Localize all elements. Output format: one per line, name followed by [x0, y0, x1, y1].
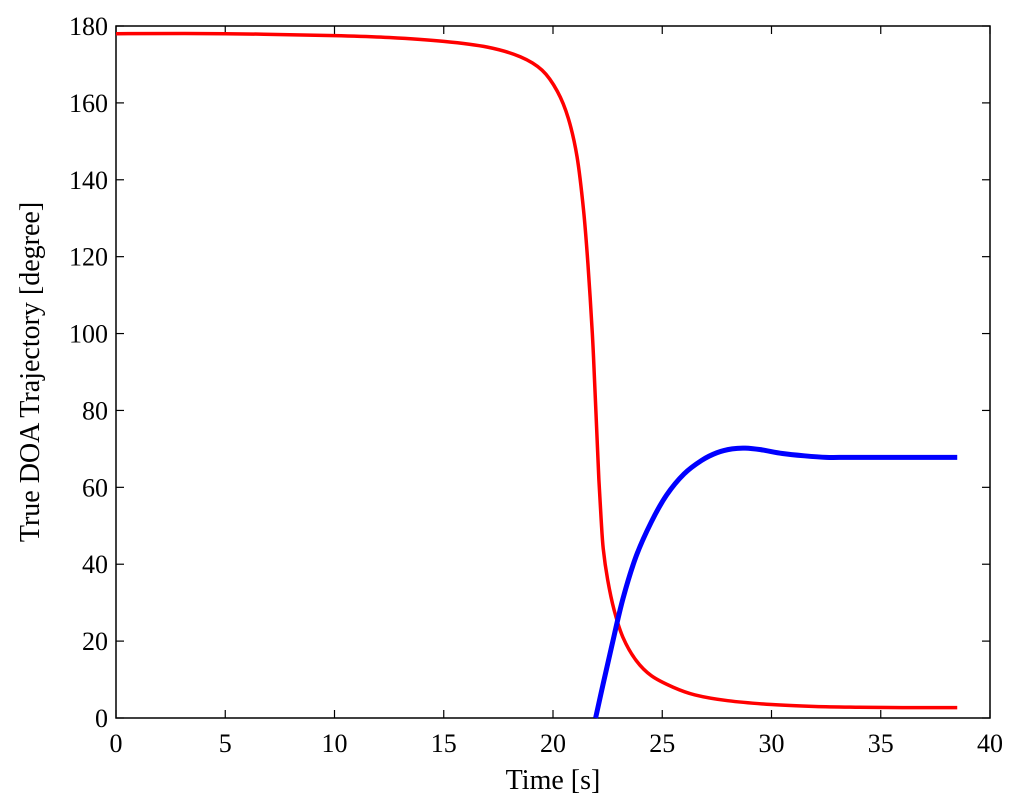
series-layer — [115, 31, 958, 719]
y-tick-label: 180 — [69, 12, 108, 41]
x-tick-label: 15 — [431, 729, 457, 758]
x-tick-label: 10 — [322, 729, 348, 758]
y-axis: 0 20 40 60 80 100 120 140 160 180 — [69, 12, 990, 733]
x-tick-label: 5 — [219, 729, 232, 758]
y-tick-label: 60 — [82, 473, 108, 502]
y-tick-label: 100 — [69, 320, 108, 349]
x-tick-label: 40 — [977, 729, 1003, 758]
x-tick-label: 0 — [110, 729, 123, 758]
x-axis: 0 5 10 15 20 25 30 35 40 — [110, 26, 1003, 758]
red-trajectory-line — [115, 31, 958, 710]
y-tick-label: 120 — [69, 243, 108, 272]
y-tick-label: 80 — [82, 396, 108, 425]
y-tick-label: 20 — [82, 627, 108, 656]
y-tick-label: 40 — [82, 550, 108, 579]
x-tick-label: 35 — [868, 729, 894, 758]
x-tick-label: 20 — [540, 729, 566, 758]
x-axis-label: Time [s] — [506, 765, 601, 796]
x-tick-label: 25 — [649, 729, 675, 758]
plot-area — [115, 25, 991, 719]
y-tick-label: 140 — [69, 166, 108, 195]
y-tick-label: 0 — [95, 704, 108, 733]
y-axis-label: True DOA Trajectory [degree] — [15, 202, 46, 542]
blue-trajectory-line — [593, 445, 958, 719]
y-tick-label: 160 — [69, 89, 108, 118]
x-tick-label: 30 — [759, 729, 785, 758]
